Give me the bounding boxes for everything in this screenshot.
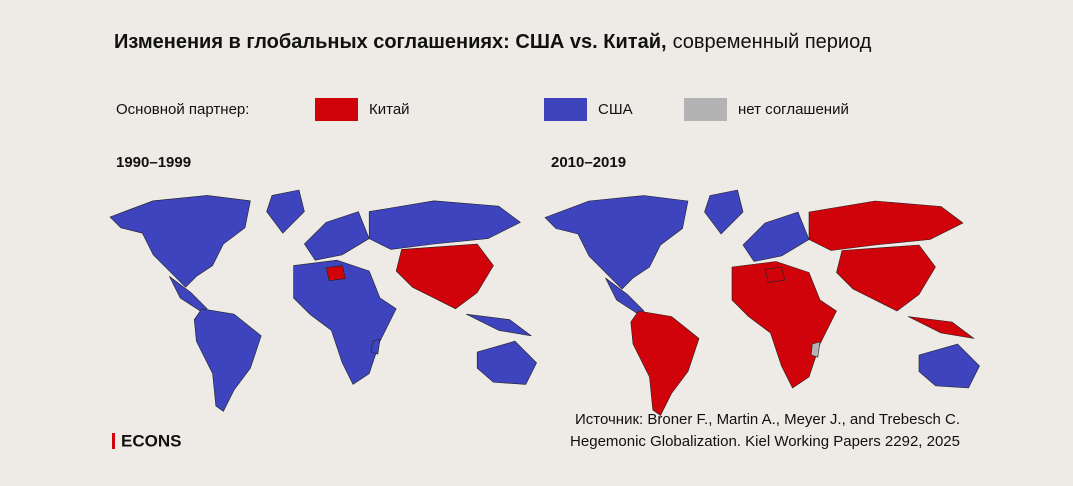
legend-label: Основной партнер: [116,101,249,118]
legend-swatch [684,98,727,121]
legend-swatch [544,98,587,121]
region [109,195,251,288]
title-bold: Изменения в глобальных соглашениях: США … [114,31,667,53]
region [293,259,397,385]
panel-label: 1990–1999 [116,154,191,171]
source-line: Hegemonic Globalization. Kiel Working Pa… [570,433,960,450]
region [918,343,980,389]
region [193,308,262,412]
region [808,200,964,251]
legend-swatch [315,98,358,121]
logo-bar [112,433,115,449]
region [764,266,786,283]
title: Изменения в глобальных соглашениях: США … [114,31,872,53]
region [630,310,700,416]
region [368,200,521,250]
region [810,341,821,358]
region [371,338,381,355]
region [836,244,936,312]
region [704,189,744,235]
title-rest: современный период [673,31,872,53]
legend-label: нет соглашений [738,101,849,118]
region [544,195,689,290]
region [476,340,537,385]
region [266,189,305,234]
region [325,265,346,282]
region [907,316,975,339]
region [731,261,837,389]
panel-label: 2010–2019 [551,154,626,171]
region [466,313,532,337]
logo: ECONS [121,431,181,450]
legend: Китай США нет соглашений [315,98,849,121]
source-line: Источник: Broner F., Martin A., Meyer J.… [575,411,960,428]
maps [109,189,980,416]
region [395,243,494,310]
legend-label: Китай [369,101,410,118]
legend-label: США [598,101,633,118]
